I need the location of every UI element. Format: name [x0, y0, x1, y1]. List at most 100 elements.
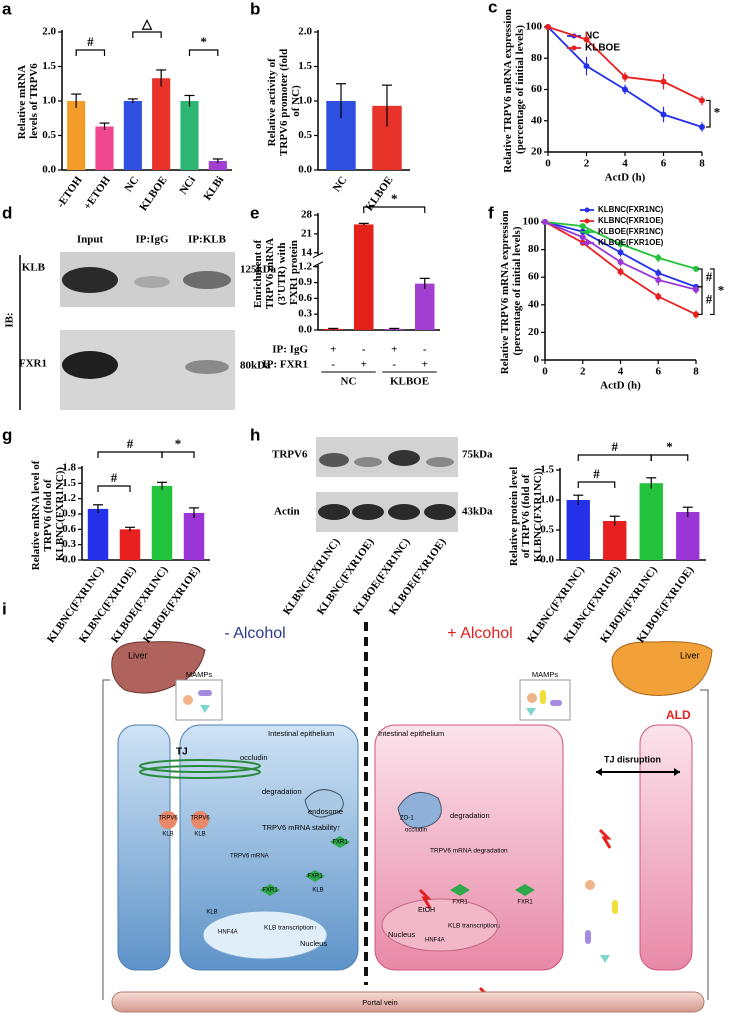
legend-swatch [571, 45, 577, 51]
axis-break [312, 252, 324, 259]
bar [152, 78, 171, 170]
band [185, 360, 229, 374]
occludin-strand [139, 759, 261, 773]
bar [67, 101, 86, 170]
row-sign: + [330, 344, 336, 356]
microbe [198, 690, 212, 696]
bar [353, 224, 374, 330]
endosome [304, 789, 344, 818]
marker [660, 78, 667, 85]
x-tick-label: KLBNC(FXR1OE) [77, 564, 139, 645]
x-tick-label: 4 [622, 158, 628, 170]
sig-bracket [577, 454, 652, 461]
x-tick-label: KLBOE(FXR1OE) [141, 564, 203, 645]
y-tick-label: 1.5 [42, 60, 56, 72]
microbe [585, 930, 591, 944]
bar [183, 512, 205, 560]
x-tick-label: 2 [580, 366, 586, 378]
lane-label: IP:IgG [136, 234, 169, 246]
annotation: # [111, 470, 118, 485]
y-tick-label: 2.0 [298, 26, 312, 38]
annotation: # [593, 466, 600, 481]
legend-label: NC [585, 31, 599, 42]
row-label: KLB [22, 262, 46, 274]
cell [639, 724, 693, 971]
x-tick-label: NC [122, 174, 141, 194]
band [388, 504, 420, 520]
y-tick-label: 21 [301, 227, 312, 239]
y-tick-label: 0.0 [298, 324, 312, 336]
sig-bracket [97, 485, 131, 492]
microbe [550, 700, 562, 706]
marker [617, 249, 624, 256]
size-label: 43kDa [462, 506, 493, 518]
y-tick-label: 0.6 [298, 292, 312, 304]
label: Liver [128, 650, 148, 660]
label: occludin [240, 753, 268, 762]
label: TRPV6 [158, 816, 178, 822]
annotation: # [127, 436, 134, 451]
label: FXR1 [332, 840, 348, 846]
row-label: IP: IgG [272, 344, 308, 356]
bar [151, 485, 173, 560]
y-tick-label: 40 [528, 298, 540, 310]
x-tick-label: KLBOE(FXR1NC) [109, 564, 171, 645]
y-tick-label: 1.2 [298, 260, 312, 272]
y-tick-label: 0.9 [62, 508, 76, 520]
lane-label: KLBNC(FXR1NC) [281, 536, 343, 617]
label: TRPV6 mRNA degradation [430, 848, 508, 855]
sig-bracket [188, 49, 219, 56]
y-tick-label: 0.0 [298, 164, 312, 176]
band [134, 276, 170, 288]
size-label: 75kDa [462, 449, 493, 461]
blot-h: TRPV6 Actin 75kDa 43kDa KLBNC(FXR1NC) KL… [272, 437, 493, 617]
y-axis-label: Relative mRNA level of TRPV6 (fold of KL… [30, 458, 66, 570]
label: occludin [405, 828, 427, 834]
annotation: * [200, 34, 207, 49]
label: TJ [176, 747, 188, 758]
band [318, 504, 350, 520]
microbe [540, 690, 546, 704]
sig-bracket [363, 206, 426, 213]
bar [603, 521, 627, 560]
blot-d: Input IP:IgG IP:KLB KLB FXR1 125kDa 80kD… [4, 234, 277, 410]
cell [179, 724, 359, 971]
lane-label: Input [77, 234, 104, 246]
annotation: * [391, 191, 398, 206]
marker [699, 97, 705, 104]
label: KLB [194, 832, 205, 838]
panel-label: f [488, 203, 494, 222]
bar [87, 508, 109, 560]
label: ZO-1 [400, 816, 414, 822]
legend-label: KLBOE(FXR1OE) [598, 238, 664, 247]
row-sign: - [392, 359, 396, 371]
legend-swatch [584, 207, 590, 213]
x-tick-label: KLBi [201, 174, 226, 202]
y-tick-label: 100 [523, 216, 540, 228]
y-tick-label: 60 [531, 83, 543, 95]
label: ALD [666, 708, 691, 722]
annotation: # [87, 34, 94, 49]
y-tick-label: 14 [301, 246, 313, 258]
panel-label: b [250, 0, 260, 18]
y-tick-label: 1.0 [298, 95, 312, 107]
sig-bracket [698, 286, 703, 316]
annotation: # [706, 292, 713, 307]
y-tick-label: 1.0 [42, 95, 56, 107]
trpv6 [191, 811, 209, 829]
cell [117, 724, 171, 971]
legend-swatch [584, 240, 590, 246]
y-tick-label: 1.5 [62, 477, 76, 489]
bar [123, 101, 142, 170]
y-tick-label: 0.0 [62, 554, 76, 566]
marker [583, 63, 590, 70]
row-sign: + [361, 359, 367, 371]
label: KLB [206, 910, 217, 916]
annotation: * [175, 436, 182, 451]
band [352, 504, 384, 520]
sig-bracket [132, 31, 162, 38]
y-tick-label: 20 [528, 326, 540, 338]
marker [545, 24, 551, 30]
panel-label: c [488, 0, 497, 16]
y-tick-label: 0.5 [298, 129, 312, 141]
